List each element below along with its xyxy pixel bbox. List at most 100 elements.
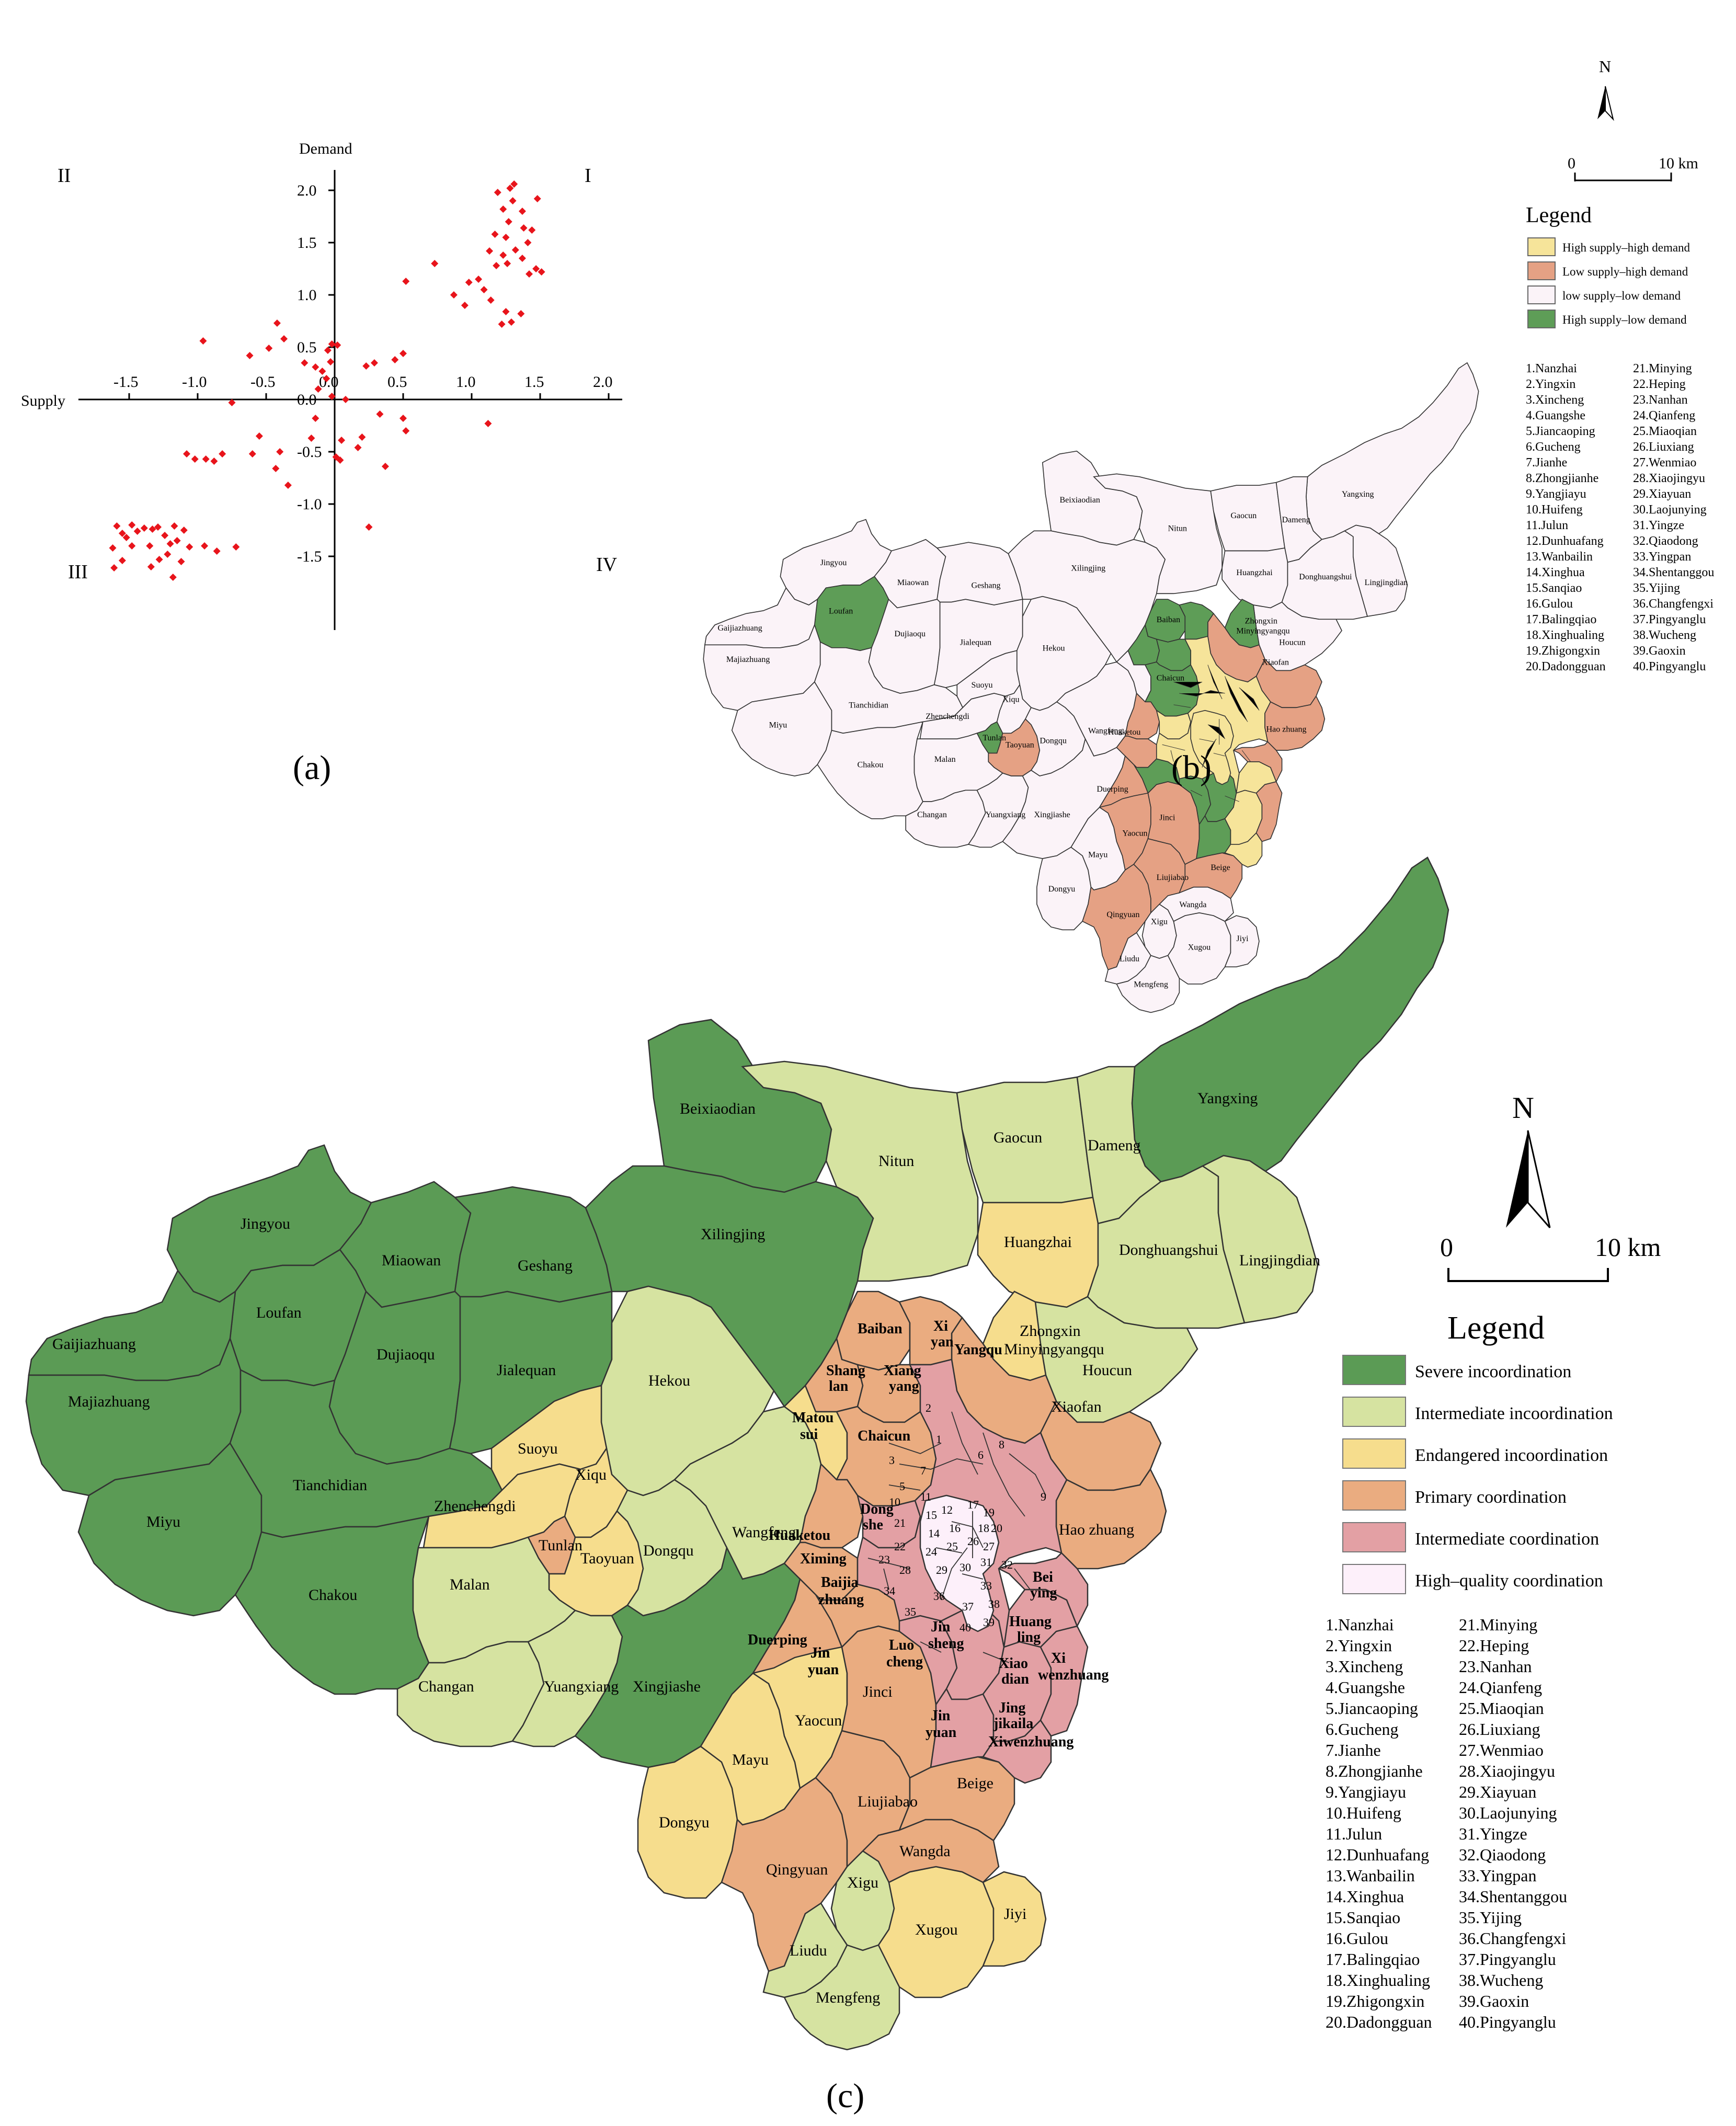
data-point <box>232 543 240 551</box>
region-label: Xugou <box>915 1921 958 1938</box>
urban-number: 3 <box>889 1454 895 1467</box>
region-label: Xiqu <box>575 1466 607 1483</box>
urban-number: 37 <box>962 1600 974 1613</box>
index-item-c: 27.Wenmiao <box>1459 1741 1544 1759</box>
region-label: Huangzhai <box>1004 1233 1072 1251</box>
data-point <box>307 435 315 442</box>
index-item-c: 29.Xiayuan <box>1459 1782 1536 1801</box>
data-point <box>399 350 407 357</box>
index-item-b: 34.Shentanggou <box>1633 566 1714 579</box>
data-point <box>358 433 366 441</box>
region-label-b: Jiyi <box>1236 934 1249 943</box>
region-nitun-b[interactable] <box>1093 473 1223 595</box>
region-chakou[interactable] <box>234 1515 430 1695</box>
data-point <box>362 362 370 370</box>
data-point <box>255 432 263 440</box>
region-label: Jiyi <box>1004 1905 1026 1923</box>
index-item-b: 24.Qianfeng <box>1633 409 1695 422</box>
region-label-b: Huaketou <box>1108 728 1140 737</box>
region-label-b: Liujiabao <box>1157 873 1189 882</box>
region-label: Jin <box>931 1708 951 1724</box>
region-huangzhai[interactable] <box>977 1196 1099 1308</box>
region-label-b: Yaocun <box>1122 829 1147 838</box>
urban-number: 26 <box>967 1535 979 1548</box>
index-item-c: 22.Heping <box>1459 1636 1529 1655</box>
region-geshang[interactable] <box>453 1186 613 1303</box>
index-item-b: 23.Nanhan <box>1633 393 1688 407</box>
region-label: she <box>863 1517 883 1533</box>
region-label: Jing <box>999 1700 1025 1716</box>
index-item-b: 37.Pingyanglu <box>1633 613 1706 626</box>
region-jiyi[interactable] <box>982 1871 1047 1967</box>
quadrant-iv: IV <box>596 554 618 576</box>
legend-label-b: High supply–high demand <box>1562 241 1691 254</box>
index-item-b: 2.Yingxin <box>1526 378 1575 391</box>
region-label: Loufan <box>256 1304 302 1321</box>
region-label-b: Mengfeng <box>1134 980 1168 989</box>
region-label: Dongqu <box>643 1542 694 1559</box>
region-jiyi-b[interactable] <box>1224 915 1260 968</box>
region-label: Gaocun <box>993 1129 1042 1146</box>
region-label-b: Zhenchengdi <box>926 712 969 721</box>
region-xiyan-b[interactable] <box>1179 601 1214 640</box>
legend-label-c: Intermediate coordination <box>1415 1529 1599 1549</box>
urban-number: 27 <box>983 1540 995 1553</box>
x-tick-label: -1.0 <box>182 373 207 391</box>
data-point <box>328 340 336 348</box>
index-item-c: 16.Gulou <box>1326 1929 1388 1948</box>
supply-demand-map: Yangxing Beixiaodian Nitun Gaocun Dameng Huan… <box>703 362 1479 1013</box>
region-jingjikaila[interactable] <box>982 1719 1052 1784</box>
region-lingjingdian[interactable] <box>1201 1155 1319 1324</box>
region-beiying-b[interactable] <box>1232 741 1283 783</box>
region-label-b: Suoyu <box>972 681 993 690</box>
index-item-b: 27.Wenmiao <box>1633 456 1696 470</box>
data-point <box>118 557 126 564</box>
index-item-c: 4.Guangshe <box>1326 1678 1405 1697</box>
region-label: Dameng <box>1088 1137 1141 1154</box>
data-point <box>518 208 526 215</box>
data-point <box>219 450 226 458</box>
region-nitun[interactable] <box>741 1060 979 1282</box>
region-label-b: Minyingyangqu <box>1236 627 1289 636</box>
region-huangzhai-b[interactable] <box>1221 547 1288 609</box>
index-item-b: 22.Heping <box>1633 378 1686 391</box>
region-label-b: Dameng <box>1282 516 1310 524</box>
region-lingjingdian-b[interactable] <box>1343 524 1408 617</box>
legend-swatch-c <box>1342 1355 1406 1385</box>
index-item-b: 6.Gucheng <box>1526 440 1581 454</box>
index-item-c: 1.Nanzhai <box>1326 1615 1394 1634</box>
region-label-b: Dongyu <box>1048 885 1076 894</box>
y-tick-label: 0.0 <box>297 391 317 408</box>
region-label: cheng <box>886 1654 923 1670</box>
region-jingjikaila-b[interactable] <box>1224 832 1263 868</box>
region-duerping-b[interactable] <box>1099 755 1149 808</box>
data-point <box>518 255 526 262</box>
index-item-b: 5.Jiancaoping <box>1526 425 1595 438</box>
data-point <box>334 341 341 349</box>
region-label-b: Taoyuan <box>1006 741 1034 750</box>
region-beiying[interactable] <box>997 1552 1089 1628</box>
region-chakou-b[interactable] <box>817 721 924 819</box>
urban-number: 7 <box>920 1464 926 1477</box>
region-yangxing-b[interactable] <box>1306 362 1479 540</box>
region-xiyan[interactable] <box>898 1296 963 1366</box>
index-item-b: 11.Julun <box>1526 519 1568 532</box>
data-point <box>391 356 399 363</box>
urban-number: 8 <box>999 1438 1004 1451</box>
region-label: Xiwenzhuang <box>988 1734 1073 1750</box>
data-point <box>265 345 273 352</box>
data-point <box>528 226 536 234</box>
urban-number: 30 <box>960 1561 971 1574</box>
region-label-b: Yuangxiang <box>986 810 1025 819</box>
region-label-b: Dongqu <box>1040 736 1067 745</box>
region-label: Wangfeng <box>732 1524 796 1541</box>
urban-high-quality[interactable] <box>919 1494 1000 1632</box>
region-label: Miyu <box>146 1513 180 1530</box>
panel-label-b: (b) <box>1171 749 1212 787</box>
data-point <box>461 302 469 309</box>
index-item-b: 9.Yangjiayu <box>1526 487 1586 501</box>
data-point <box>402 278 410 285</box>
region-label-b: Nitun <box>1168 524 1187 533</box>
north-arrow-c <box>1506 1130 1551 1228</box>
region-duerping[interactable] <box>751 1578 843 1674</box>
